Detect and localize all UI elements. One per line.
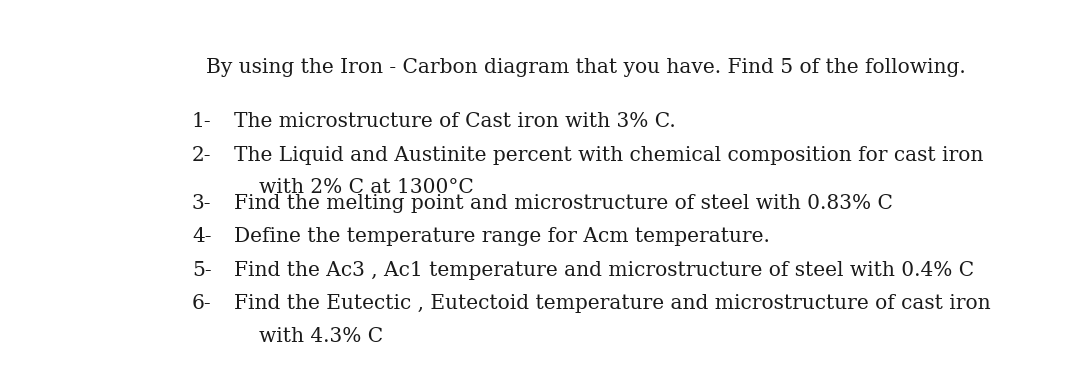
Text: 4-: 4- [192,227,212,246]
Text: By using the Iron - Carbon diagram that you have. Find 5 of the following.: By using the Iron - Carbon diagram that … [206,59,966,77]
Text: Find the melting point and microstructure of steel with 0.83% C: Find the melting point and microstructur… [233,194,893,213]
Text: 6-: 6- [192,294,212,313]
Text: Find the Eutectic , Eutectoid temperature and microstructure of cast iron: Find the Eutectic , Eutectoid temperatur… [233,294,990,313]
Text: The Liquid and Austinite percent with chemical composition for cast iron: The Liquid and Austinite percent with ch… [233,146,983,164]
Text: Define the temperature range for Acm temperature.: Define the temperature range for Acm tem… [233,227,770,246]
Text: with 4.3% C: with 4.3% C [259,327,383,346]
Text: 1-: 1- [192,112,212,131]
Text: with 2% C at 1300°C: with 2% C at 1300°C [259,178,474,197]
Text: The microstructure of Cast iron with 3% C.: The microstructure of Cast iron with 3% … [233,112,675,131]
Text: 5-: 5- [192,261,212,280]
Text: 2-: 2- [192,146,212,164]
Text: Find the Ac3 , Ac1 temperature and microstructure of steel with 0.4% C: Find the Ac3 , Ac1 temperature and micro… [233,261,974,280]
Text: 3-: 3- [192,194,212,213]
